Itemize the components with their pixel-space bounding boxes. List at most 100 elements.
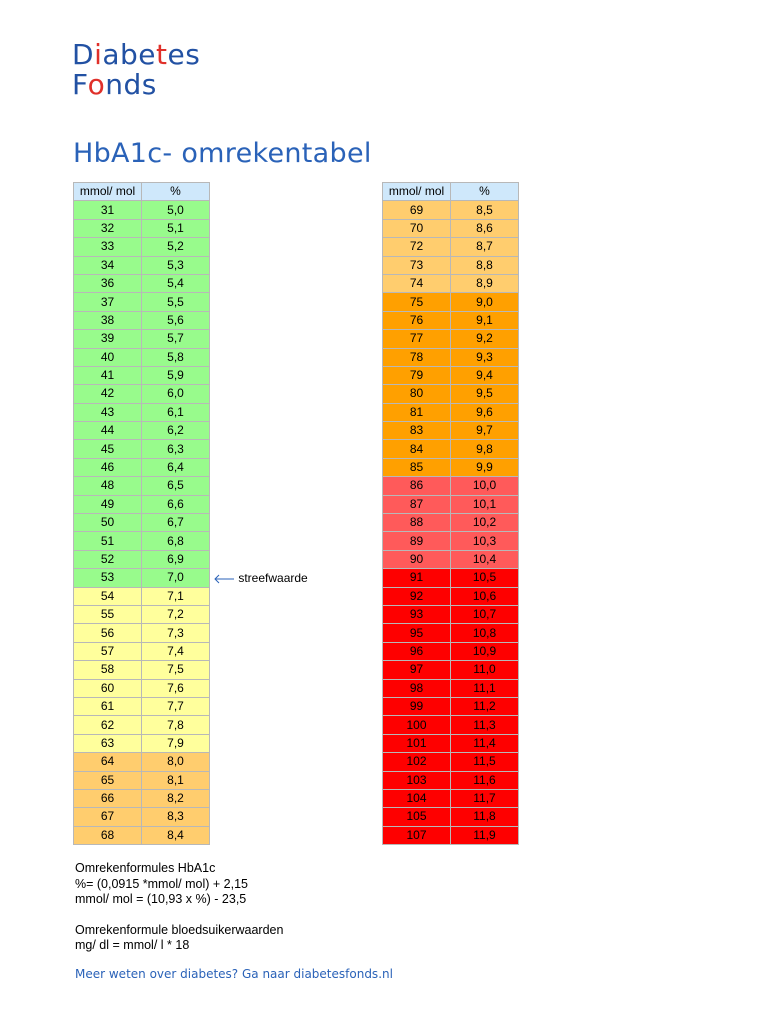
percent-cell: 7,0 bbox=[141, 568, 210, 588]
table-row: 42 6,0 bbox=[73, 384, 210, 404]
mmol-cell: 88 bbox=[382, 513, 451, 533]
table-row: 66 8,2 bbox=[73, 788, 210, 809]
conversion-table-right: mmol/ mol % 69 8,5 70 8,6 72 8,7 73 8,8 74 8,9 75 9… bbox=[382, 181, 519, 846]
mmol-cell: 57 bbox=[73, 641, 142, 662]
mmol-cell: 52 bbox=[73, 549, 142, 570]
table-row: 54 7,1 bbox=[73, 586, 210, 606]
mmol-cell: 80 bbox=[382, 384, 451, 404]
mmol-cell: 76 bbox=[382, 310, 451, 331]
mmol-cell: 56 bbox=[73, 623, 142, 643]
table-header-row: mmol/ mol % bbox=[73, 181, 210, 202]
table-row: 34 5,3 bbox=[73, 255, 210, 275]
percent-cell: 5,8 bbox=[141, 347, 210, 367]
table-row: 44 6,2 bbox=[73, 421, 210, 441]
table-row: 50 6,7 bbox=[73, 513, 210, 533]
table-row: 61 7,7 bbox=[73, 696, 210, 717]
table-row: 60 7,6 bbox=[73, 678, 210, 698]
mmol-cell: 105 bbox=[382, 807, 451, 827]
table-row: 101 11,4 bbox=[382, 733, 519, 754]
percent-cell: 6,4 bbox=[141, 457, 210, 478]
mmol-cell: 89 bbox=[382, 531, 451, 551]
mmol-cell: 87 bbox=[382, 494, 451, 515]
mmol-cell: 58 bbox=[73, 660, 142, 680]
percent-cell: 10,0 bbox=[450, 476, 519, 496]
mmol-cell: 39 bbox=[73, 329, 142, 349]
mmol-cell: 42 bbox=[73, 384, 142, 404]
percent-cell: 9,2 bbox=[450, 329, 519, 349]
mmol-cell: 67 bbox=[73, 807, 142, 827]
table-row: 53 7,0 bbox=[73, 568, 210, 588]
diabetes-fonds-logo: Diabetes Fonds bbox=[72, 40, 200, 100]
mmol-cell: 90 bbox=[382, 549, 451, 570]
percent-cell: 8,1 bbox=[141, 770, 210, 790]
mmol-cell: 62 bbox=[73, 715, 142, 735]
table-row: 38 5,6 bbox=[73, 310, 210, 331]
page-title: HbA1c- omrekentabel bbox=[73, 138, 372, 169]
mmol-cell: 93 bbox=[382, 604, 451, 625]
percent-cell: 6,7 bbox=[141, 513, 210, 533]
table-row: 84 9,8 bbox=[382, 439, 519, 459]
table-header-row: mmol/ mol % bbox=[382, 181, 519, 202]
percent-cell: 8,7 bbox=[450, 237, 519, 257]
table-row: 80 9,5 bbox=[382, 384, 519, 404]
table-row: 36 5,4 bbox=[73, 273, 210, 294]
mmol-cell: 48 bbox=[73, 476, 142, 496]
table-row: 43 6,1 bbox=[73, 402, 210, 423]
mmol-cell: 102 bbox=[382, 752, 451, 772]
table-row: 31 5,0 bbox=[73, 200, 210, 220]
percent-cell: 7,4 bbox=[141, 641, 210, 662]
table-row: 88 10,2 bbox=[382, 513, 519, 533]
mmol-cell: 78 bbox=[382, 347, 451, 367]
table-row: 64 8,0 bbox=[73, 752, 210, 772]
percent-cell: 6,2 bbox=[141, 421, 210, 441]
percent-cell: 8,0 bbox=[141, 752, 210, 772]
percent-cell: 9,8 bbox=[450, 439, 519, 459]
table-row: 100 11,3 bbox=[382, 715, 519, 735]
percent-cell: 5,7 bbox=[141, 329, 210, 349]
percent-cell: 11,3 bbox=[450, 715, 519, 735]
percent-cell: 7,6 bbox=[141, 678, 210, 698]
mmol-cell: 103 bbox=[382, 770, 451, 790]
mmol-cell: 33 bbox=[73, 237, 142, 257]
percent-cell: 9,1 bbox=[450, 310, 519, 331]
table-row: 55 7,2 bbox=[73, 604, 210, 625]
mmol-cell: 61 bbox=[73, 696, 142, 717]
table-row: 76 9,1 bbox=[382, 310, 519, 331]
table-row: 104 11,7 bbox=[382, 788, 519, 809]
header-percent: % bbox=[450, 181, 519, 202]
table-row: 33 5,2 bbox=[73, 237, 210, 257]
table-row: 103 11,6 bbox=[382, 770, 519, 790]
table-row: 49 6,6 bbox=[73, 494, 210, 515]
percent-cell: 8,5 bbox=[450, 200, 519, 220]
mmol-cell: 70 bbox=[382, 218, 451, 239]
table-row: 32 5,1 bbox=[73, 218, 210, 239]
percent-cell: 8,2 bbox=[141, 788, 210, 809]
mmol-cell: 95 bbox=[382, 623, 451, 643]
table-row: 45 6,3 bbox=[73, 439, 210, 459]
table-row: 90 10,4 bbox=[382, 549, 519, 570]
mmol-cell: 81 bbox=[382, 402, 451, 423]
table-row: 57 7,4 bbox=[73, 641, 210, 662]
percent-cell: 7,7 bbox=[141, 696, 210, 717]
mmol-cell: 64 bbox=[73, 752, 142, 772]
mmol-cell: 34 bbox=[73, 255, 142, 275]
mmol-cell: 37 bbox=[73, 292, 142, 312]
mmol-cell: 84 bbox=[382, 439, 451, 459]
table-row: 63 7,9 bbox=[73, 733, 210, 754]
percent-cell: 6,1 bbox=[141, 402, 210, 423]
percent-cell: 9,5 bbox=[450, 384, 519, 404]
mmol-cell: 36 bbox=[73, 273, 142, 294]
mmol-cell: 75 bbox=[382, 292, 451, 312]
table-row: 41 5,9 bbox=[73, 365, 210, 386]
percent-cell: 11,6 bbox=[450, 770, 519, 790]
percent-cell: 10,7 bbox=[450, 604, 519, 625]
percent-cell: 5,2 bbox=[141, 237, 210, 257]
mmol-cell: 101 bbox=[382, 733, 451, 754]
hba1c-mmol-formula: mmol/ mol = (10,93 x %) - 23,5 bbox=[75, 892, 247, 906]
mmol-cell: 31 bbox=[73, 200, 142, 220]
mmol-cell: 104 bbox=[382, 788, 451, 809]
mmol-cell: 32 bbox=[73, 218, 142, 239]
mmol-cell: 85 bbox=[382, 457, 451, 478]
glucose-formula: mg/ dl = mmol/ l * 18 bbox=[75, 938, 190, 952]
table-row: 72 8,7 bbox=[382, 237, 519, 257]
